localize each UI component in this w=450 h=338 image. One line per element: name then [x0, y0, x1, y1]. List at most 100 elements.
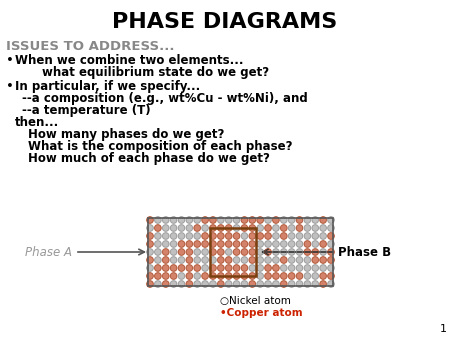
Circle shape	[320, 249, 326, 255]
Circle shape	[304, 257, 310, 263]
Circle shape	[162, 249, 169, 255]
Circle shape	[304, 217, 310, 223]
Circle shape	[225, 273, 232, 279]
Circle shape	[178, 249, 184, 255]
Circle shape	[186, 241, 193, 247]
Circle shape	[218, 217, 224, 223]
Circle shape	[320, 273, 326, 279]
Circle shape	[273, 225, 279, 231]
Circle shape	[281, 281, 287, 287]
Circle shape	[241, 225, 248, 231]
Circle shape	[234, 241, 240, 247]
Text: Phase A: Phase A	[25, 245, 72, 259]
Text: How much of each phase do we get?: How much of each phase do we get?	[28, 152, 270, 165]
Circle shape	[304, 273, 310, 279]
Circle shape	[257, 233, 263, 239]
Circle shape	[249, 249, 256, 255]
Circle shape	[155, 241, 161, 247]
Circle shape	[155, 265, 161, 271]
Circle shape	[171, 273, 177, 279]
Circle shape	[249, 217, 256, 223]
Circle shape	[218, 249, 224, 255]
Circle shape	[328, 233, 334, 239]
Circle shape	[234, 281, 240, 287]
Circle shape	[171, 281, 177, 287]
Circle shape	[281, 273, 287, 279]
Circle shape	[218, 281, 224, 287]
Circle shape	[257, 265, 263, 271]
Circle shape	[234, 233, 240, 239]
Circle shape	[178, 233, 184, 239]
Circle shape	[210, 249, 216, 255]
Circle shape	[210, 241, 216, 247]
Circle shape	[296, 281, 303, 287]
Circle shape	[218, 241, 224, 247]
Circle shape	[194, 257, 200, 263]
Circle shape	[320, 281, 326, 287]
Circle shape	[202, 281, 208, 287]
Circle shape	[186, 257, 193, 263]
Circle shape	[320, 217, 326, 223]
Circle shape	[202, 257, 208, 263]
Circle shape	[147, 281, 153, 287]
Circle shape	[296, 225, 303, 231]
Text: PHASE DIAGRAMS: PHASE DIAGRAMS	[112, 12, 338, 32]
Circle shape	[312, 257, 319, 263]
Circle shape	[202, 265, 208, 271]
Circle shape	[234, 273, 240, 279]
Circle shape	[257, 217, 263, 223]
Circle shape	[147, 265, 153, 271]
Circle shape	[257, 225, 263, 231]
Circle shape	[249, 233, 256, 239]
Circle shape	[147, 241, 153, 247]
Circle shape	[273, 257, 279, 263]
Circle shape	[328, 265, 334, 271]
Circle shape	[312, 241, 319, 247]
Circle shape	[241, 257, 248, 263]
Text: In particular, if we specify...: In particular, if we specify...	[15, 80, 200, 93]
Circle shape	[218, 225, 224, 231]
Circle shape	[225, 233, 232, 239]
Circle shape	[186, 273, 193, 279]
Circle shape	[155, 281, 161, 287]
Circle shape	[234, 217, 240, 223]
Circle shape	[202, 225, 208, 231]
Circle shape	[218, 265, 224, 271]
Circle shape	[288, 273, 295, 279]
Circle shape	[249, 257, 256, 263]
Circle shape	[249, 225, 256, 231]
Circle shape	[288, 217, 295, 223]
Circle shape	[241, 273, 248, 279]
Circle shape	[186, 281, 193, 287]
Circle shape	[186, 225, 193, 231]
Circle shape	[288, 241, 295, 247]
Circle shape	[147, 233, 153, 239]
Circle shape	[194, 241, 200, 247]
Bar	[210, 228, 256, 276]
Circle shape	[162, 241, 169, 247]
Circle shape	[328, 281, 334, 287]
Circle shape	[304, 265, 310, 271]
Circle shape	[281, 265, 287, 271]
Circle shape	[210, 225, 216, 231]
Circle shape	[178, 241, 184, 247]
Circle shape	[265, 241, 271, 247]
Circle shape	[328, 257, 334, 263]
Text: 1: 1	[440, 324, 447, 334]
Text: --a temperature (T): --a temperature (T)	[22, 104, 151, 117]
Circle shape	[241, 281, 248, 287]
Circle shape	[234, 265, 240, 271]
Circle shape	[281, 225, 287, 231]
Circle shape	[202, 217, 208, 223]
Circle shape	[288, 233, 295, 239]
Circle shape	[225, 225, 232, 231]
Circle shape	[186, 249, 193, 255]
Circle shape	[288, 257, 295, 263]
Circle shape	[202, 233, 208, 239]
Circle shape	[171, 233, 177, 239]
Circle shape	[178, 225, 184, 231]
Circle shape	[155, 273, 161, 279]
Circle shape	[273, 233, 279, 239]
Text: How many phases do we get?: How many phases do we get?	[28, 128, 225, 141]
Circle shape	[312, 249, 319, 255]
